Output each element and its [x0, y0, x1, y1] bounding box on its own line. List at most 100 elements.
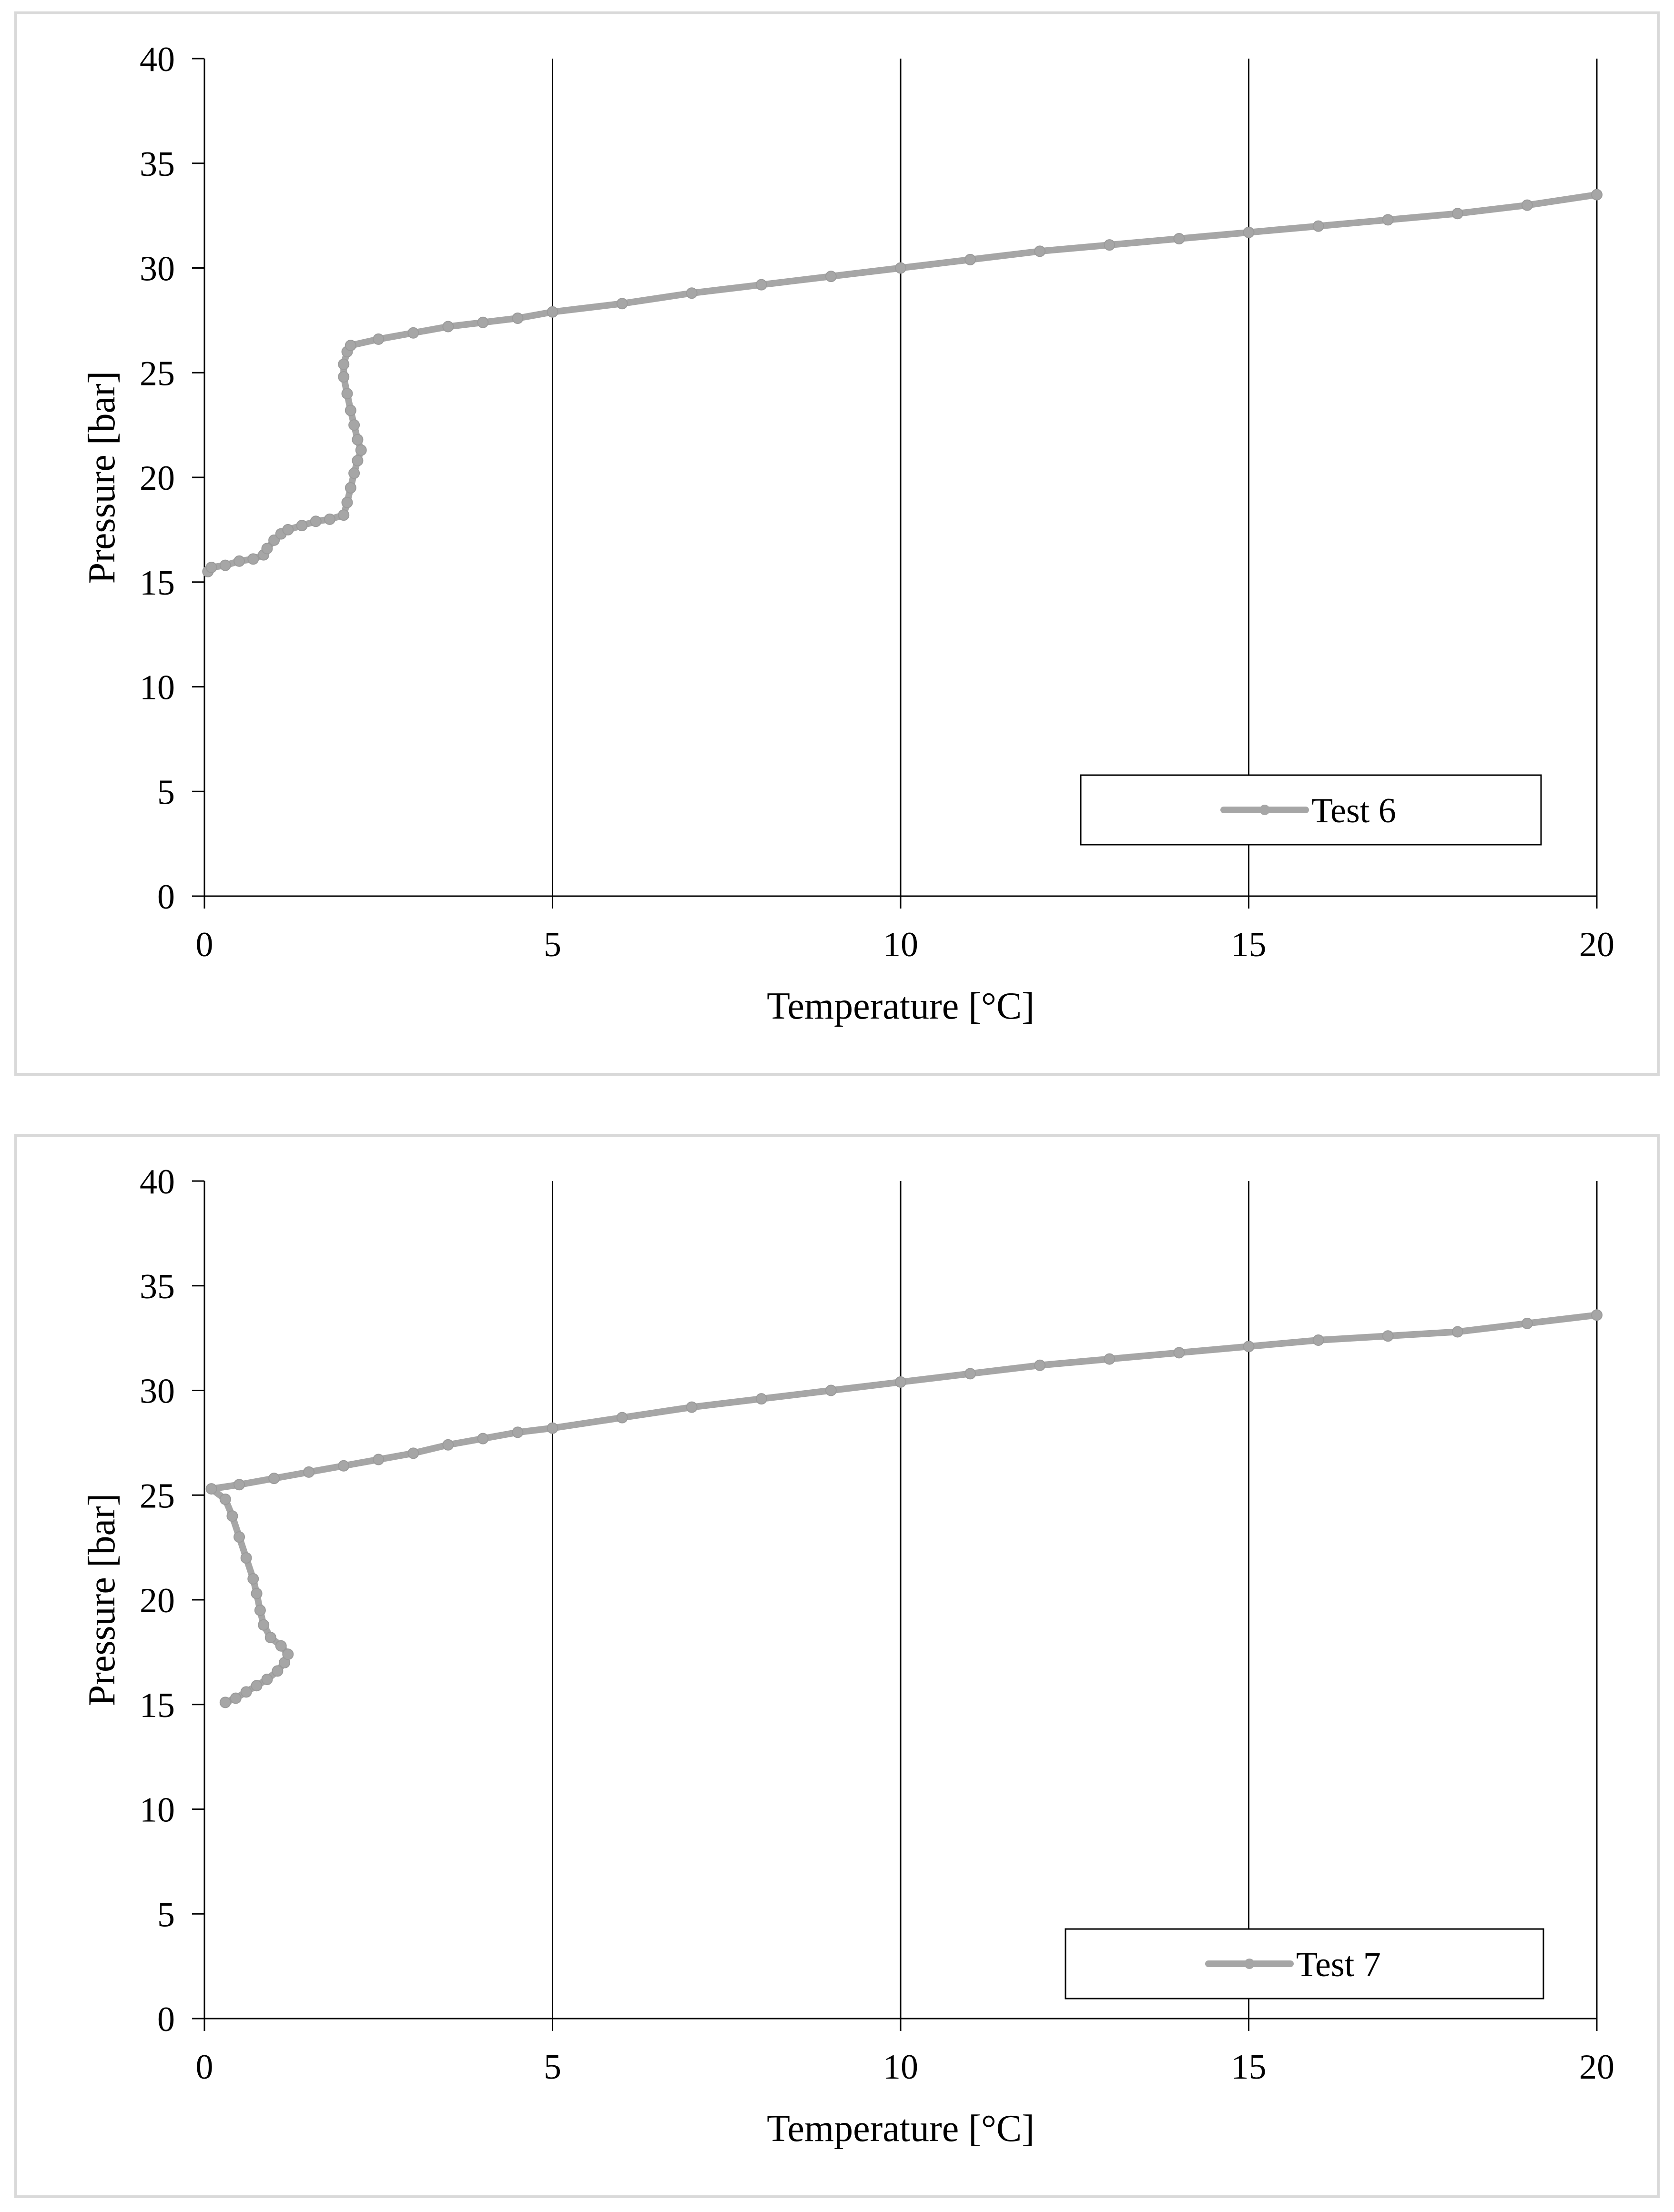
data-point-46: [1451, 208, 1463, 220]
legend-marker-swatch: [1259, 805, 1270, 815]
data-point-14: [338, 509, 350, 521]
data-point-25: [338, 358, 350, 370]
series-line-test-6: [204, 191, 1600, 575]
data-point-39: [964, 253, 976, 265]
data-point-18: [352, 455, 364, 466]
data-point-23: [341, 388, 353, 400]
data-point-32: [755, 1393, 767, 1405]
data-point-37: [825, 271, 837, 283]
y-tick-label-15: 15: [140, 1686, 175, 1725]
x-tick-label-0: 0: [196, 2048, 213, 2087]
y-tick-label-35: 35: [140, 1267, 175, 1306]
legend-box: [1080, 774, 1542, 846]
x-tick-label-20: 20: [1579, 925, 1614, 964]
data-point-10: [264, 1632, 276, 1644]
legend: Test 7: [1065, 1928, 1544, 2000]
y-axis-title: Pressure [bar]: [81, 371, 123, 584]
data-point-16: [233, 1531, 245, 1543]
y-tick-label-10: 10: [140, 1791, 175, 1830]
data-point-26: [442, 1439, 454, 1451]
y-tick-label-5: 5: [157, 1895, 175, 1934]
data-point-35: [964, 1368, 976, 1380]
data-point-20: [352, 434, 364, 445]
y-tick-label-0: 0: [157, 878, 175, 917]
data-point-35: [686, 287, 698, 299]
y-tick-label-0: 0: [157, 2000, 175, 2039]
data-point-17: [348, 467, 360, 479]
y-tick-label-25: 25: [140, 354, 175, 393]
data-point-31: [686, 1401, 698, 1413]
y-tick-label-5: 5: [157, 773, 175, 812]
x-tick-label-10: 10: [883, 925, 918, 964]
data-point-13: [251, 1587, 263, 1599]
legend: Test 6: [1080, 774, 1542, 846]
x-axis-title: Temperature [°C]: [767, 2108, 1035, 2150]
data-point-29: [547, 1422, 558, 1434]
data-point-48: [1591, 189, 1603, 201]
data-point-29: [407, 327, 419, 339]
data-point-3: [240, 1686, 252, 1698]
data-point-21: [348, 419, 360, 431]
x-tick-label-15: 15: [1231, 925, 1267, 964]
data-point-4: [251, 1680, 263, 1692]
y-axis-title: Pressure [bar]: [81, 1494, 123, 1706]
y-tick-label-10: 10: [140, 668, 175, 707]
x-tick-label-15: 15: [1231, 2048, 1267, 2087]
data-point-40: [1034, 245, 1046, 257]
data-point-6: [272, 1665, 284, 1677]
chart-panel-test-7: 0 5 10 15 20 25 30 35 40 0 5 10 15 20 Temperature [°C]…: [14, 1134, 1660, 2198]
data-point-21: [268, 1473, 280, 1485]
data-point-43: [1243, 226, 1255, 238]
data-point-41: [1382, 1330, 1394, 1342]
data-point-44: [1591, 1309, 1603, 1321]
y-tick-label-30: 30: [140, 1372, 175, 1411]
x-tick-label-5: 5: [544, 2048, 561, 2087]
y-tick-label-30: 30: [140, 250, 175, 289]
chart-svg-test-7: 0 5 10 15 20 25 30 35 40 0 5 10 15 20 Temperature [°C]…: [81, 1162, 1614, 2150]
data-point-31: [477, 316, 489, 328]
data-point-27: [477, 1433, 489, 1444]
data-point-42: [1451, 1326, 1463, 1338]
y-tick-label-40: 40: [140, 1162, 175, 1202]
data-point-15: [341, 496, 353, 508]
x-tick-label-5: 5: [544, 925, 561, 964]
y-tick-label-25: 25: [140, 1476, 175, 1515]
data-point-34: [895, 1376, 906, 1388]
data-point-5: [261, 1674, 273, 1686]
data-point-37: [1104, 1353, 1116, 1365]
data-point-33: [825, 1384, 837, 1396]
data-point-24: [373, 1454, 385, 1465]
data-point-33: [547, 306, 558, 318]
data-point-45: [1382, 214, 1394, 226]
x-tick-label-20: 20: [1579, 2048, 1614, 2087]
data-point-17: [226, 1510, 238, 1522]
data-point-11: [296, 520, 308, 532]
data-point-39: [1243, 1341, 1255, 1353]
y-tick-label-35: 35: [140, 145, 175, 184]
legend-label: Test 6: [1311, 791, 1396, 830]
data-point-43: [1521, 1317, 1533, 1329]
data-point-3: [219, 559, 231, 571]
data-point-42: [1173, 232, 1185, 244]
legend-marker-swatch: [1244, 1959, 1255, 1969]
legend-box: [1065, 1928, 1544, 2000]
data-point-30: [442, 321, 454, 333]
series-line-test-7: [208, 1312, 1600, 1706]
data-point-22: [345, 404, 356, 416]
data-point-38: [1173, 1347, 1185, 1359]
y-tick-label-40: 40: [140, 40, 175, 79]
data-point-5: [247, 553, 259, 565]
y-tick-label-15: 15: [140, 564, 175, 603]
data-point-27: [345, 340, 356, 352]
data-point-32: [512, 312, 524, 324]
data-point-2: [205, 561, 217, 573]
data-point-7: [261, 543, 273, 555]
data-point-34: [616, 298, 628, 310]
data-point-12: [254, 1604, 266, 1616]
data-point-15: [240, 1552, 252, 1564]
data-point-38: [895, 262, 906, 274]
chart-svg-test-6: 0 5 10 15 20 25 30 35 40 0 5 10 15 20 Temperature [°C]…: [81, 40, 1614, 1027]
data-point-30: [616, 1412, 628, 1424]
data-point-28: [512, 1426, 524, 1438]
data-point-23: [338, 1460, 350, 1472]
